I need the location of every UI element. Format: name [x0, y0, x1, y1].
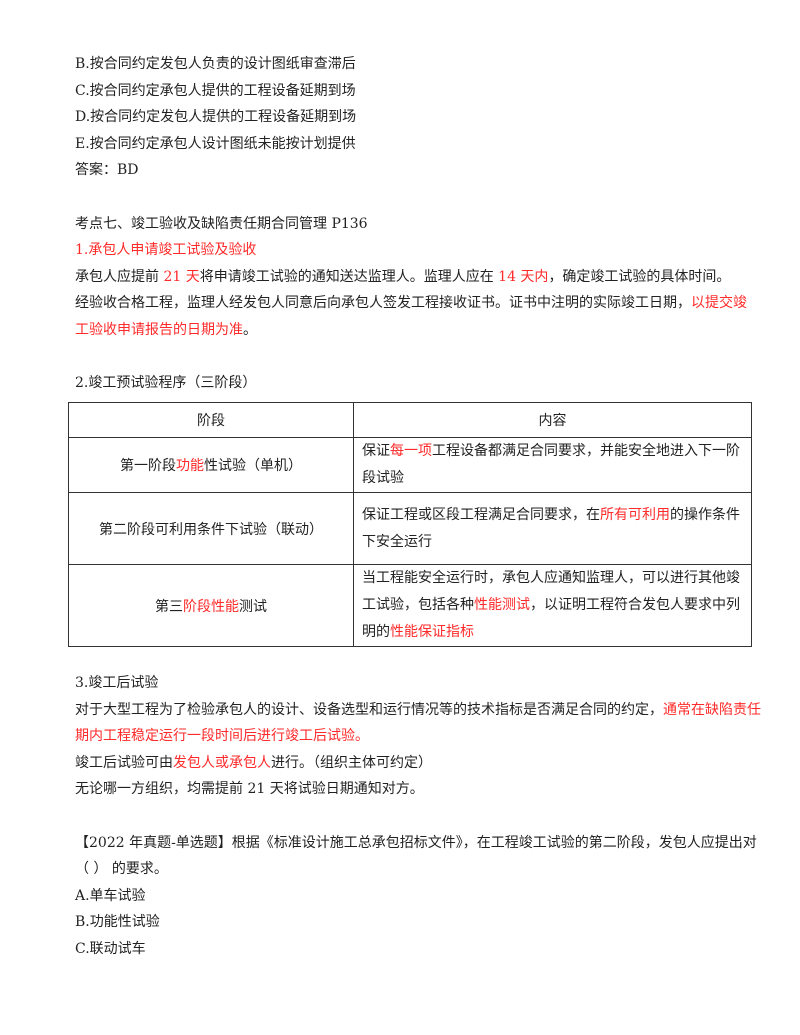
sub3-paragraph-3: 无论哪一方组织，均需提前 21 天将试验日期通知对方。 — [75, 781, 424, 798]
sub3-paragraph-1: 对于大型工程为了检验承包人的设计、设备选型和运行情况等的技术指标是否满足合同的约… — [75, 697, 765, 750]
content-cell: 保证每一项工程设备都满足合同要求，并能安全地进入下一阶段试验 — [353, 437, 752, 493]
highlighted-text: 21 天 — [163, 268, 200, 285]
question-option-b: B.功能性试验 — [75, 914, 160, 931]
header-stage: 阶段 — [68, 402, 354, 438]
stage-cell: 第一阶段功能性试验（单机） — [68, 437, 354, 493]
sub1-paragraph-2: 经验收合格工程，监理人经发包人同意后向承包人签发工程接收证书。证书中注明的实际竣… — [75, 290, 755, 343]
answer: 答案：BD — [75, 162, 139, 179]
subsection-1-title: 1.承包人申请竣工试验及验收 — [75, 242, 257, 259]
text-run: 经验收合格工程，监理人经发包人同意后向承包人签发工程接收证书。证书中注明的实际竣… — [75, 295, 691, 312]
exam-question: 【2022 年真题-单选题】根据《标准设计施工总承包招标文件》，在工程竣工试验的… — [75, 834, 757, 878]
text-run: 的操作条件下安全运行 — [362, 506, 740, 550]
text-run: 工程设备都满足合同要求，并能安全地进入下一阶段试验 — [362, 443, 740, 486]
highlighted-text: 每一项 — [390, 443, 432, 459]
text-run: 对于大型工程为了检验承包人的设计、设备选型和运行情况等的技术指标是否满足合同的约… — [75, 701, 663, 718]
table-row: 第二阶段可利用条件下试验（联动） 保证工程或区段工程满足合同要求，在所有可利用的… — [68, 492, 752, 565]
text-run: 。 — [243, 321, 257, 338]
highlighted-text: 功能 — [176, 458, 204, 474]
text-run: 保证 — [362, 443, 390, 459]
stage-cell: 第三阶段性能测试 — [68, 564, 354, 647]
option-d: D.按合同约定发包人提供的工程设备延期到场 — [75, 109, 357, 126]
text-run: 第一阶段 — [120, 458, 176, 474]
content-cell: 保证工程或区段工程满足合同要求，在所有可利用的操作条件下安全运行 — [353, 492, 752, 565]
option-e: E.按合同约定承包人设计图纸未能按计划提供 — [75, 135, 356, 152]
highlighted-text: 发包人或承包人 — [173, 754, 271, 771]
sub3-paragraph-2: 竣工后试验可由发包人或承包人进行。（组织主体可约定） — [75, 750, 765, 777]
header-content: 内容 — [353, 402, 752, 438]
text-run: 承包人应提前 — [75, 268, 164, 285]
stage-cell: 第二阶段可利用条件下试验（联动） — [68, 492, 354, 565]
subsection-2-title: 2.竣工预试验程序（三阶段） — [75, 375, 257, 392]
highlighted-text: 14 天内 — [498, 268, 549, 285]
highlighted-text: 所有可利用 — [600, 506, 670, 523]
text-run: 竣工后试验可由 — [75, 754, 173, 771]
text-run: 当工程能安全运行时，承包人应通知监理人，可以进行其他竣工试验，包括各种 — [362, 570, 740, 613]
question-option-a: A.单车试验 — [75, 887, 146, 904]
highlighted-text: 性能保证指标 — [390, 624, 474, 640]
text-run: ，确定竣工试验的具体时间。 — [548, 268, 731, 285]
text-run: 性试验（单机） — [204, 458, 302, 474]
highlighted-text: 性能测试 — [474, 597, 530, 613]
text-run: 将申请竣工试验的通知送达监理人。监理人应在 — [199, 268, 499, 285]
option-c: C.按合同约定承包人提供的工程设备延期到场 — [75, 82, 356, 99]
option-b: B.按合同约定发包人负责的设计图纸审查滞后 — [75, 56, 356, 72]
text-run: 进行。（组织主体可约定） — [271, 754, 432, 771]
stage-table: 阶段 内容 第一阶段功能性试验（单机） 保证每一项工程设备都满足合同要求，并能安… — [68, 402, 752, 647]
subsection-3-title: 3.竣工后试验 — [75, 675, 159, 691]
text-run: 测试 — [239, 598, 267, 615]
text-run: ，以证明工程符合发包人要求中列明的 — [362, 597, 740, 640]
highlighted-text: 阶段性能 — [183, 598, 239, 615]
highlighted-text: 以提交竣工验收申请报告的日期为准 — [75, 295, 747, 338]
table-header-row: 阶段 内容 — [68, 402, 752, 438]
content-cell: 当工程能安全运行时，承包人应通知监理人，可以进行其他竣工试验，包括各种性能测试，… — [353, 564, 752, 647]
text-run: 第二阶段可利用条件下试验（联动） — [99, 521, 323, 538]
table-row: 第三阶段性能测试 当工程能安全运行时，承包人应通知监理人，可以进行其他竣工试验，… — [68, 564, 752, 647]
highlighted-text: 通常在缺陷责任期内工程稳定运行一段时间后进行竣工后试验。 — [75, 701, 761, 745]
document-body: B.按合同约定发包人负责的设计图纸审查滞后 C.按合同约定承包人提供的工程设备延… — [75, 51, 755, 397]
text-run: 保证工程或区段工程满足合同要求，在 — [362, 506, 600, 523]
question-option-c: C.联动试车 — [75, 940, 146, 957]
section-title: 考点七、竣工验收及缺陷责任期合同管理 P136 — [75, 215, 368, 232]
sub1-paragraph-1: 承包人应提前 21 天将申请竣工试验的通知送达监理人。监理人应在 14 天内，确… — [75, 264, 755, 291]
table-row: 第一阶段功能性试验（单机） 保证每一项工程设备都满足合同要求，并能安全地进入下一… — [68, 437, 752, 493]
text-run: 第三 — [155, 598, 183, 615]
document-body-lower: 3.竣工后试验 对于大型工程为了检验承包人的设计、设备选型和运行情况等的技术指标… — [75, 670, 765, 963]
